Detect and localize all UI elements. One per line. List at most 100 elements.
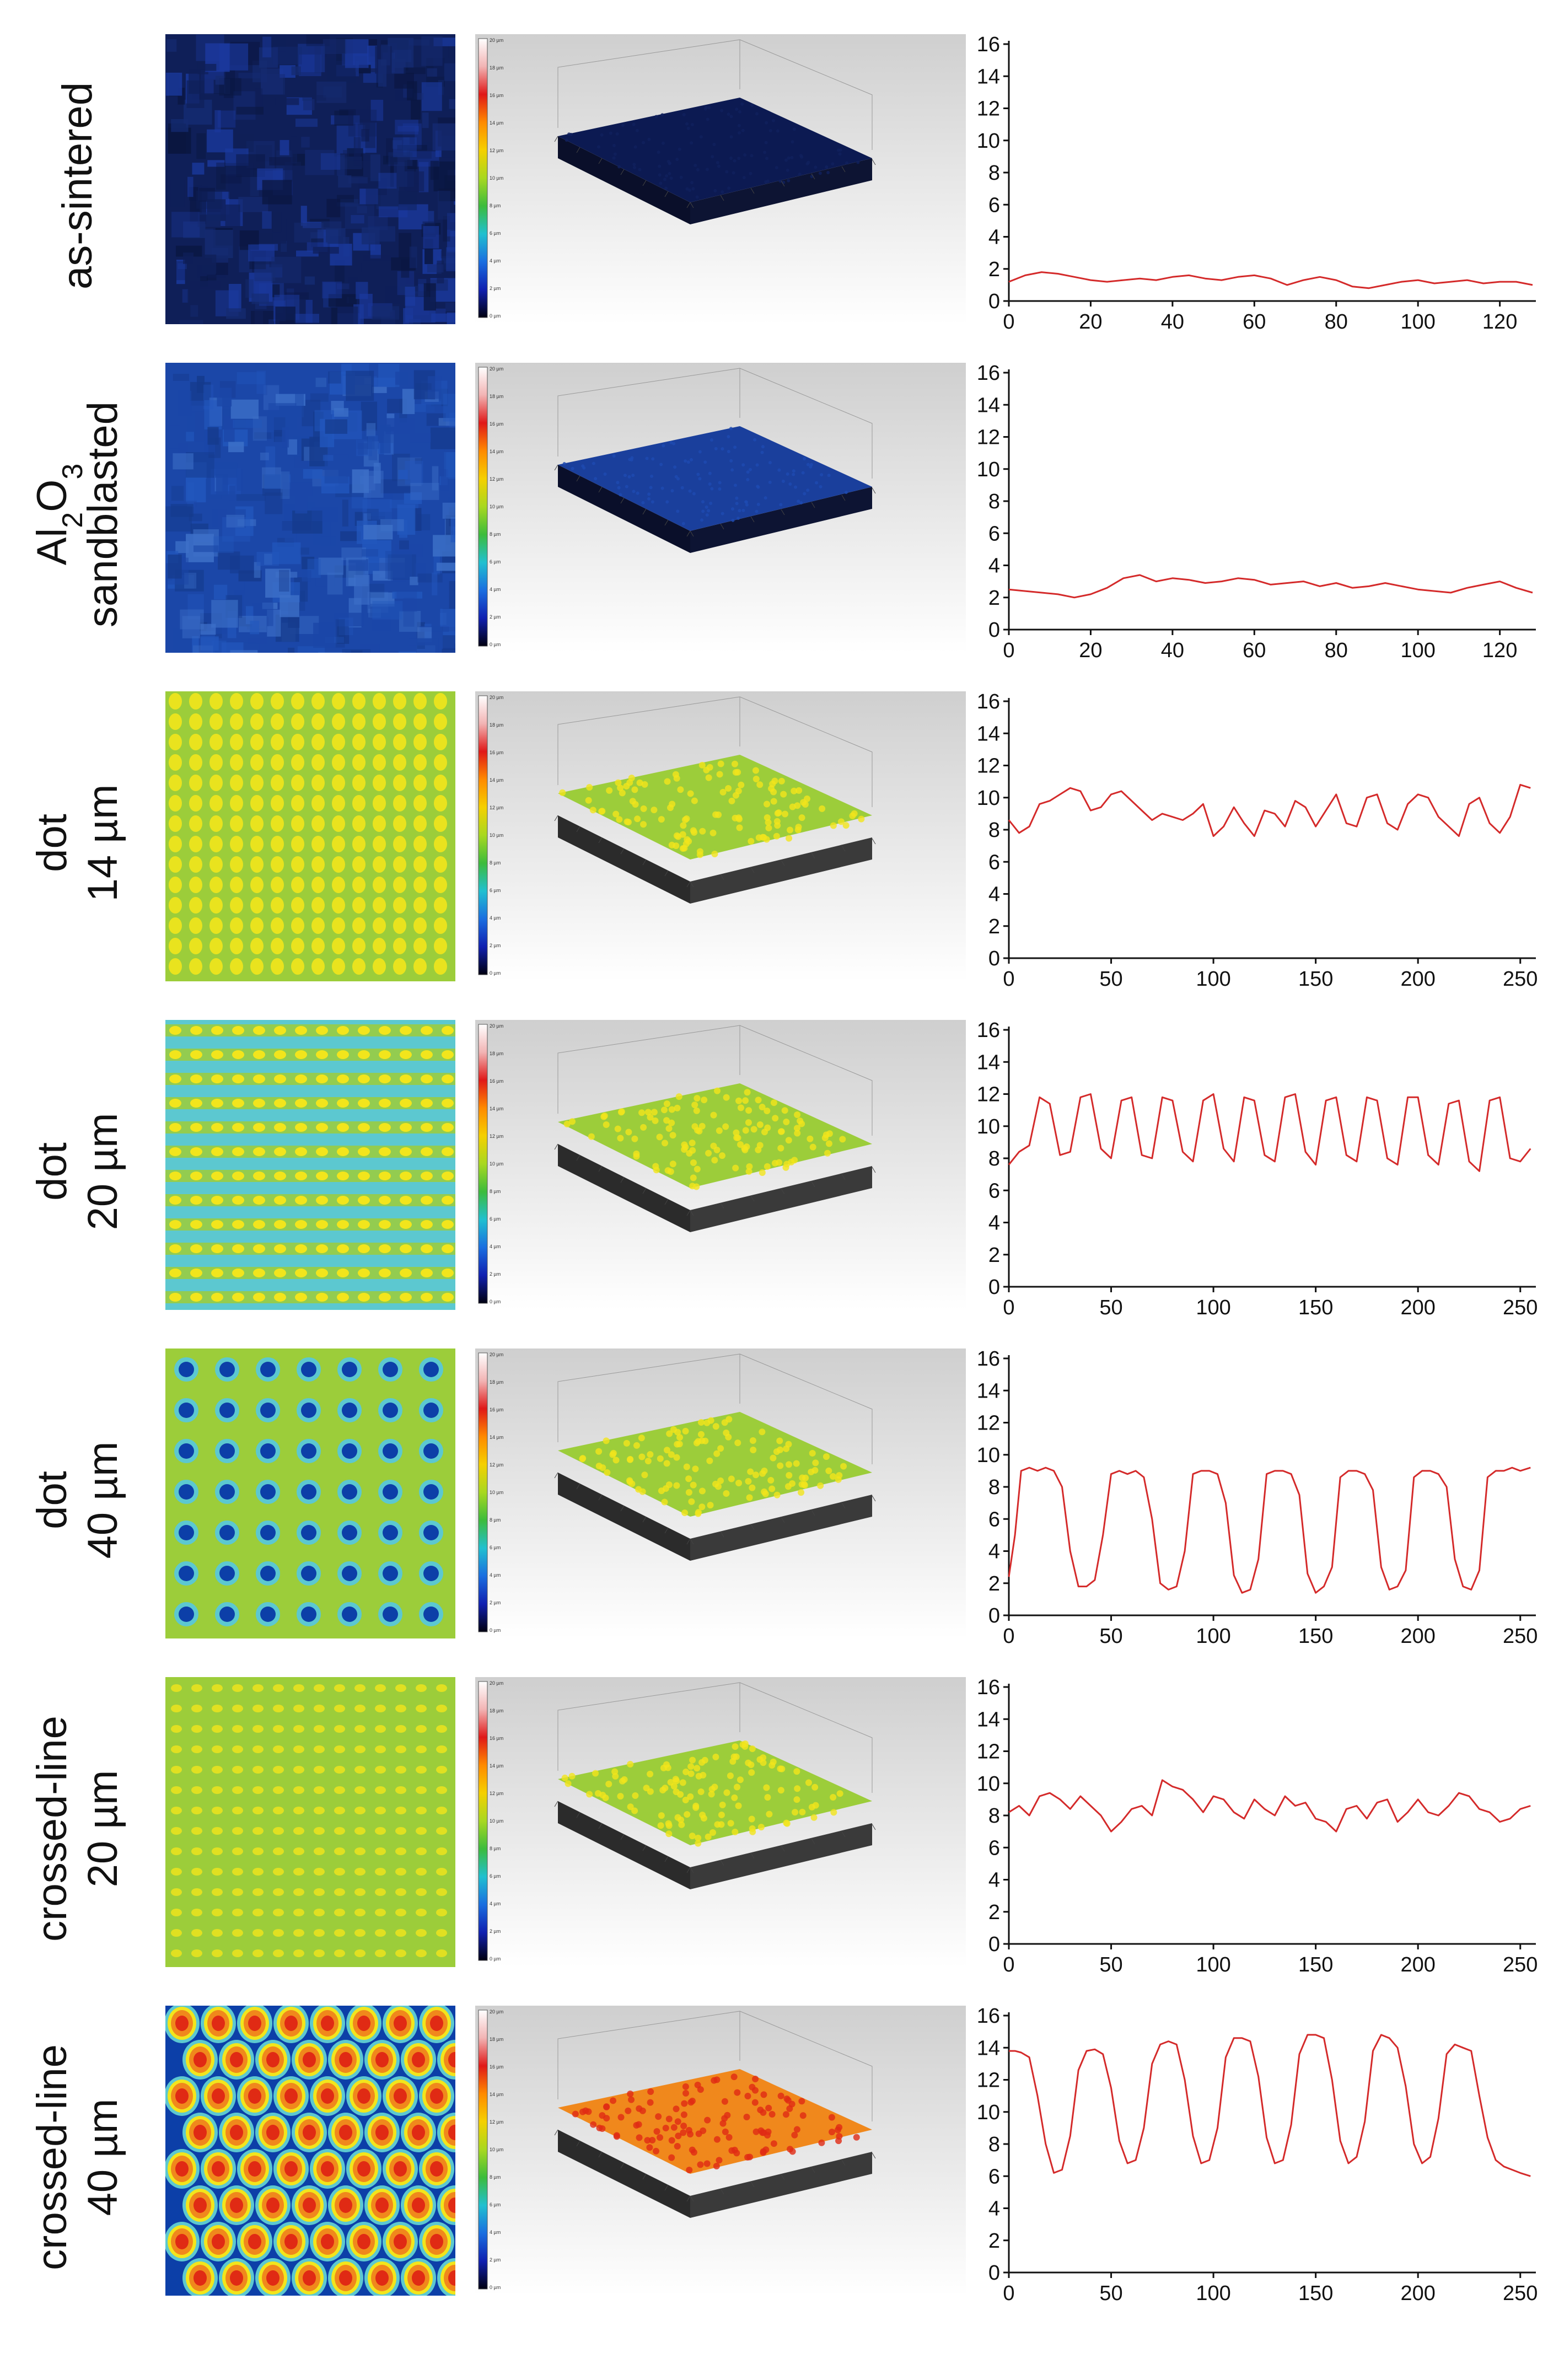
y-tick-label: 2 <box>988 1572 1000 1595</box>
colorbar-label: 14 µm <box>490 1106 503 1111</box>
surface-3d-view: 20 µm 18 µm 16 µm 14 µm 12 µm 10 µm 8 µm 6 µm 4 … <box>475 2006 966 2296</box>
y-tick-label: 14 <box>977 2037 1000 2060</box>
x-tick-label: 200 <box>1400 1953 1435 1976</box>
colorbar-label: 18 µm <box>490 65 503 71</box>
y-tick-label: 4 <box>988 883 1000 906</box>
surface-side <box>558 1144 690 1232</box>
y-tick-label: 12 <box>977 1083 1000 1106</box>
x-tick-label: 100 <box>1196 1296 1230 1319</box>
row-label-line: sandblasted <box>79 401 126 627</box>
x-tick-label: 0 <box>1003 310 1014 334</box>
colorbar-label: 0 µm <box>490 1299 501 1304</box>
figure-row: crossed-line 40 µm 20 µm 18 µm 16 µm 14 µm 12 … <box>0 2005 1548 2309</box>
colorbar-label: 8 µm <box>490 1189 501 1194</box>
profile-line <box>1008 1779 1531 1833</box>
colorbar-label: 0 µm <box>490 2285 501 2290</box>
colorbar-label: 20 µm <box>490 1023 503 1029</box>
y-tick-label: 2 <box>988 1901 1000 1924</box>
colorbar-label: 0 µm <box>490 313 501 319</box>
colorbar <box>478 1681 488 1961</box>
height-map-2d <box>165 691 455 981</box>
colorbar-label: 2 µm <box>490 1928 501 1934</box>
row-label-line: Al2O3 <box>29 464 89 566</box>
surface-side <box>690 1823 872 1889</box>
figure-row: dot 20 µm 20 µm 18 µm 16 µm 14 µm 12 µm 10 µm 8 … <box>0 1019 1548 1323</box>
surface-top <box>558 2069 872 2174</box>
y-tick-label: 12 <box>977 1412 1000 1435</box>
figure-row: dot 40 µm 20 µm 18 µm 16 µm 14 µm 12 µm 10 µm 8 … <box>0 1347 1548 1652</box>
y-tick-label: 8 <box>988 1804 1000 1828</box>
surface-3d-view: 20 µm 18 µm 16 µm 14 µm 12 µm 10 µm 8 µm 6 µm 4 … <box>475 1020 966 1310</box>
y-tick-label: 16 <box>977 1676 1000 1699</box>
x-tick-label: 250 <box>1503 2282 1538 2305</box>
row-label-line: crossed-line <box>29 2044 76 2270</box>
y-tick-label: 16 <box>977 690 1000 713</box>
colorbar-label: 12 µm <box>490 476 503 482</box>
colorbar-label: 0 µm <box>490 1956 501 1962</box>
colorbar-label: 10 µm <box>490 1161 503 1167</box>
figure-row: crossed-line 20 µm 20 µm 18 µm 16 µm 14 µm 12 … <box>0 1676 1548 1980</box>
y-tick-label: 0 <box>988 1604 1000 1627</box>
y-tick-label: 0 <box>988 619 1000 642</box>
colorbar-label: 8 µm <box>490 2174 501 2180</box>
y-tick-label: 8 <box>988 162 1000 185</box>
colorbar-label: 4 µm <box>490 915 501 921</box>
colorbar-label: 20 µm <box>490 2009 503 2014</box>
y-tick-label: 10 <box>977 787 1000 810</box>
profile-line <box>1008 271 1533 289</box>
height-map-2d <box>165 1677 455 1967</box>
colorbar-label: 16 µm <box>490 2064 503 2070</box>
x-tick-label: 20 <box>1079 310 1102 334</box>
colorbar-label: 0 µm <box>490 970 501 976</box>
colorbar-label: 18 µm <box>490 1379 503 1385</box>
y-tick-label: 4 <box>988 226 1000 249</box>
colorbar-label: 20 µm <box>490 695 503 700</box>
y-tick-label: 14 <box>977 65 1000 88</box>
y-tick-label: 4 <box>988 2198 1000 2221</box>
row-label-line: 40 µm <box>79 2099 126 2216</box>
surface-top <box>558 426 872 531</box>
x-tick-label: 0 <box>1003 1953 1014 1976</box>
x-tick-label: 0 <box>1003 1296 1014 1319</box>
colorbar-label: 2 µm <box>490 614 501 620</box>
colorbar-label: 12 µm <box>490 1462 503 1468</box>
colorbar-label: 2 µm <box>490 1600 501 1605</box>
height-map-2d <box>165 34 455 324</box>
row-label-line: crossed-line <box>29 1716 76 1942</box>
plot-box <box>557 39 873 150</box>
surface-side <box>558 136 690 224</box>
surface-top <box>558 98 872 202</box>
surface-side <box>558 1801 690 1889</box>
y-tick-label: 12 <box>977 426 1000 449</box>
colorbar-label: 18 µm <box>490 722 503 728</box>
colorbar-label: 4 µm <box>490 1244 501 1249</box>
x-tick-label: 0 <box>1003 2282 1014 2305</box>
y-tick-label: 2 <box>988 258 1000 281</box>
x-tick-label: 80 <box>1325 310 1348 334</box>
colorbar-label: 4 µm <box>490 2229 501 2235</box>
colorbar-label: 20 µm <box>490 1680 503 1686</box>
colorbar-label: 8 µm <box>490 1846 501 1851</box>
figure-row: Al2O3 sandblasted 20 µm 18 µm 16 µm 14 µm 12 µ… <box>0 362 1548 666</box>
surface-side <box>690 487 872 553</box>
y-tick-label: 6 <box>988 1179 1000 1202</box>
colorbar-label: 6 µm <box>490 230 501 236</box>
y-tick-label: 8 <box>988 2133 1000 2156</box>
y-tick-label: 2 <box>988 915 1000 938</box>
x-tick-label: 100 <box>1400 310 1435 334</box>
figure-row: dot 14 µm 20 µm 18 µm 16 µm 14 µm 12 µm 10 µm 8 … <box>0 690 1548 995</box>
x-tick-label: 100 <box>1196 2282 1230 2305</box>
y-tick-label: 2 <box>988 587 1000 610</box>
y-tick-label: 6 <box>988 1508 1000 1531</box>
profile-line <box>1008 1093 1531 1172</box>
row-label-line: dot <box>29 814 76 872</box>
surface-side <box>690 158 872 224</box>
y-tick-label: 10 <box>977 2101 1000 2124</box>
y-tick-label: 10 <box>977 1444 1000 1467</box>
x-tick-label: 20 <box>1079 639 1102 662</box>
colorbar-label: 2 µm <box>490 286 501 291</box>
row-label-line: 20 µm <box>79 1770 126 1888</box>
surface-3d-view: 20 µm 18 µm 16 µm 14 µm 12 µm 10 µm 8 µm 6 µm 4 … <box>475 363 966 653</box>
colorbar <box>478 38 488 318</box>
y-tick-label: 0 <box>988 2261 1000 2285</box>
